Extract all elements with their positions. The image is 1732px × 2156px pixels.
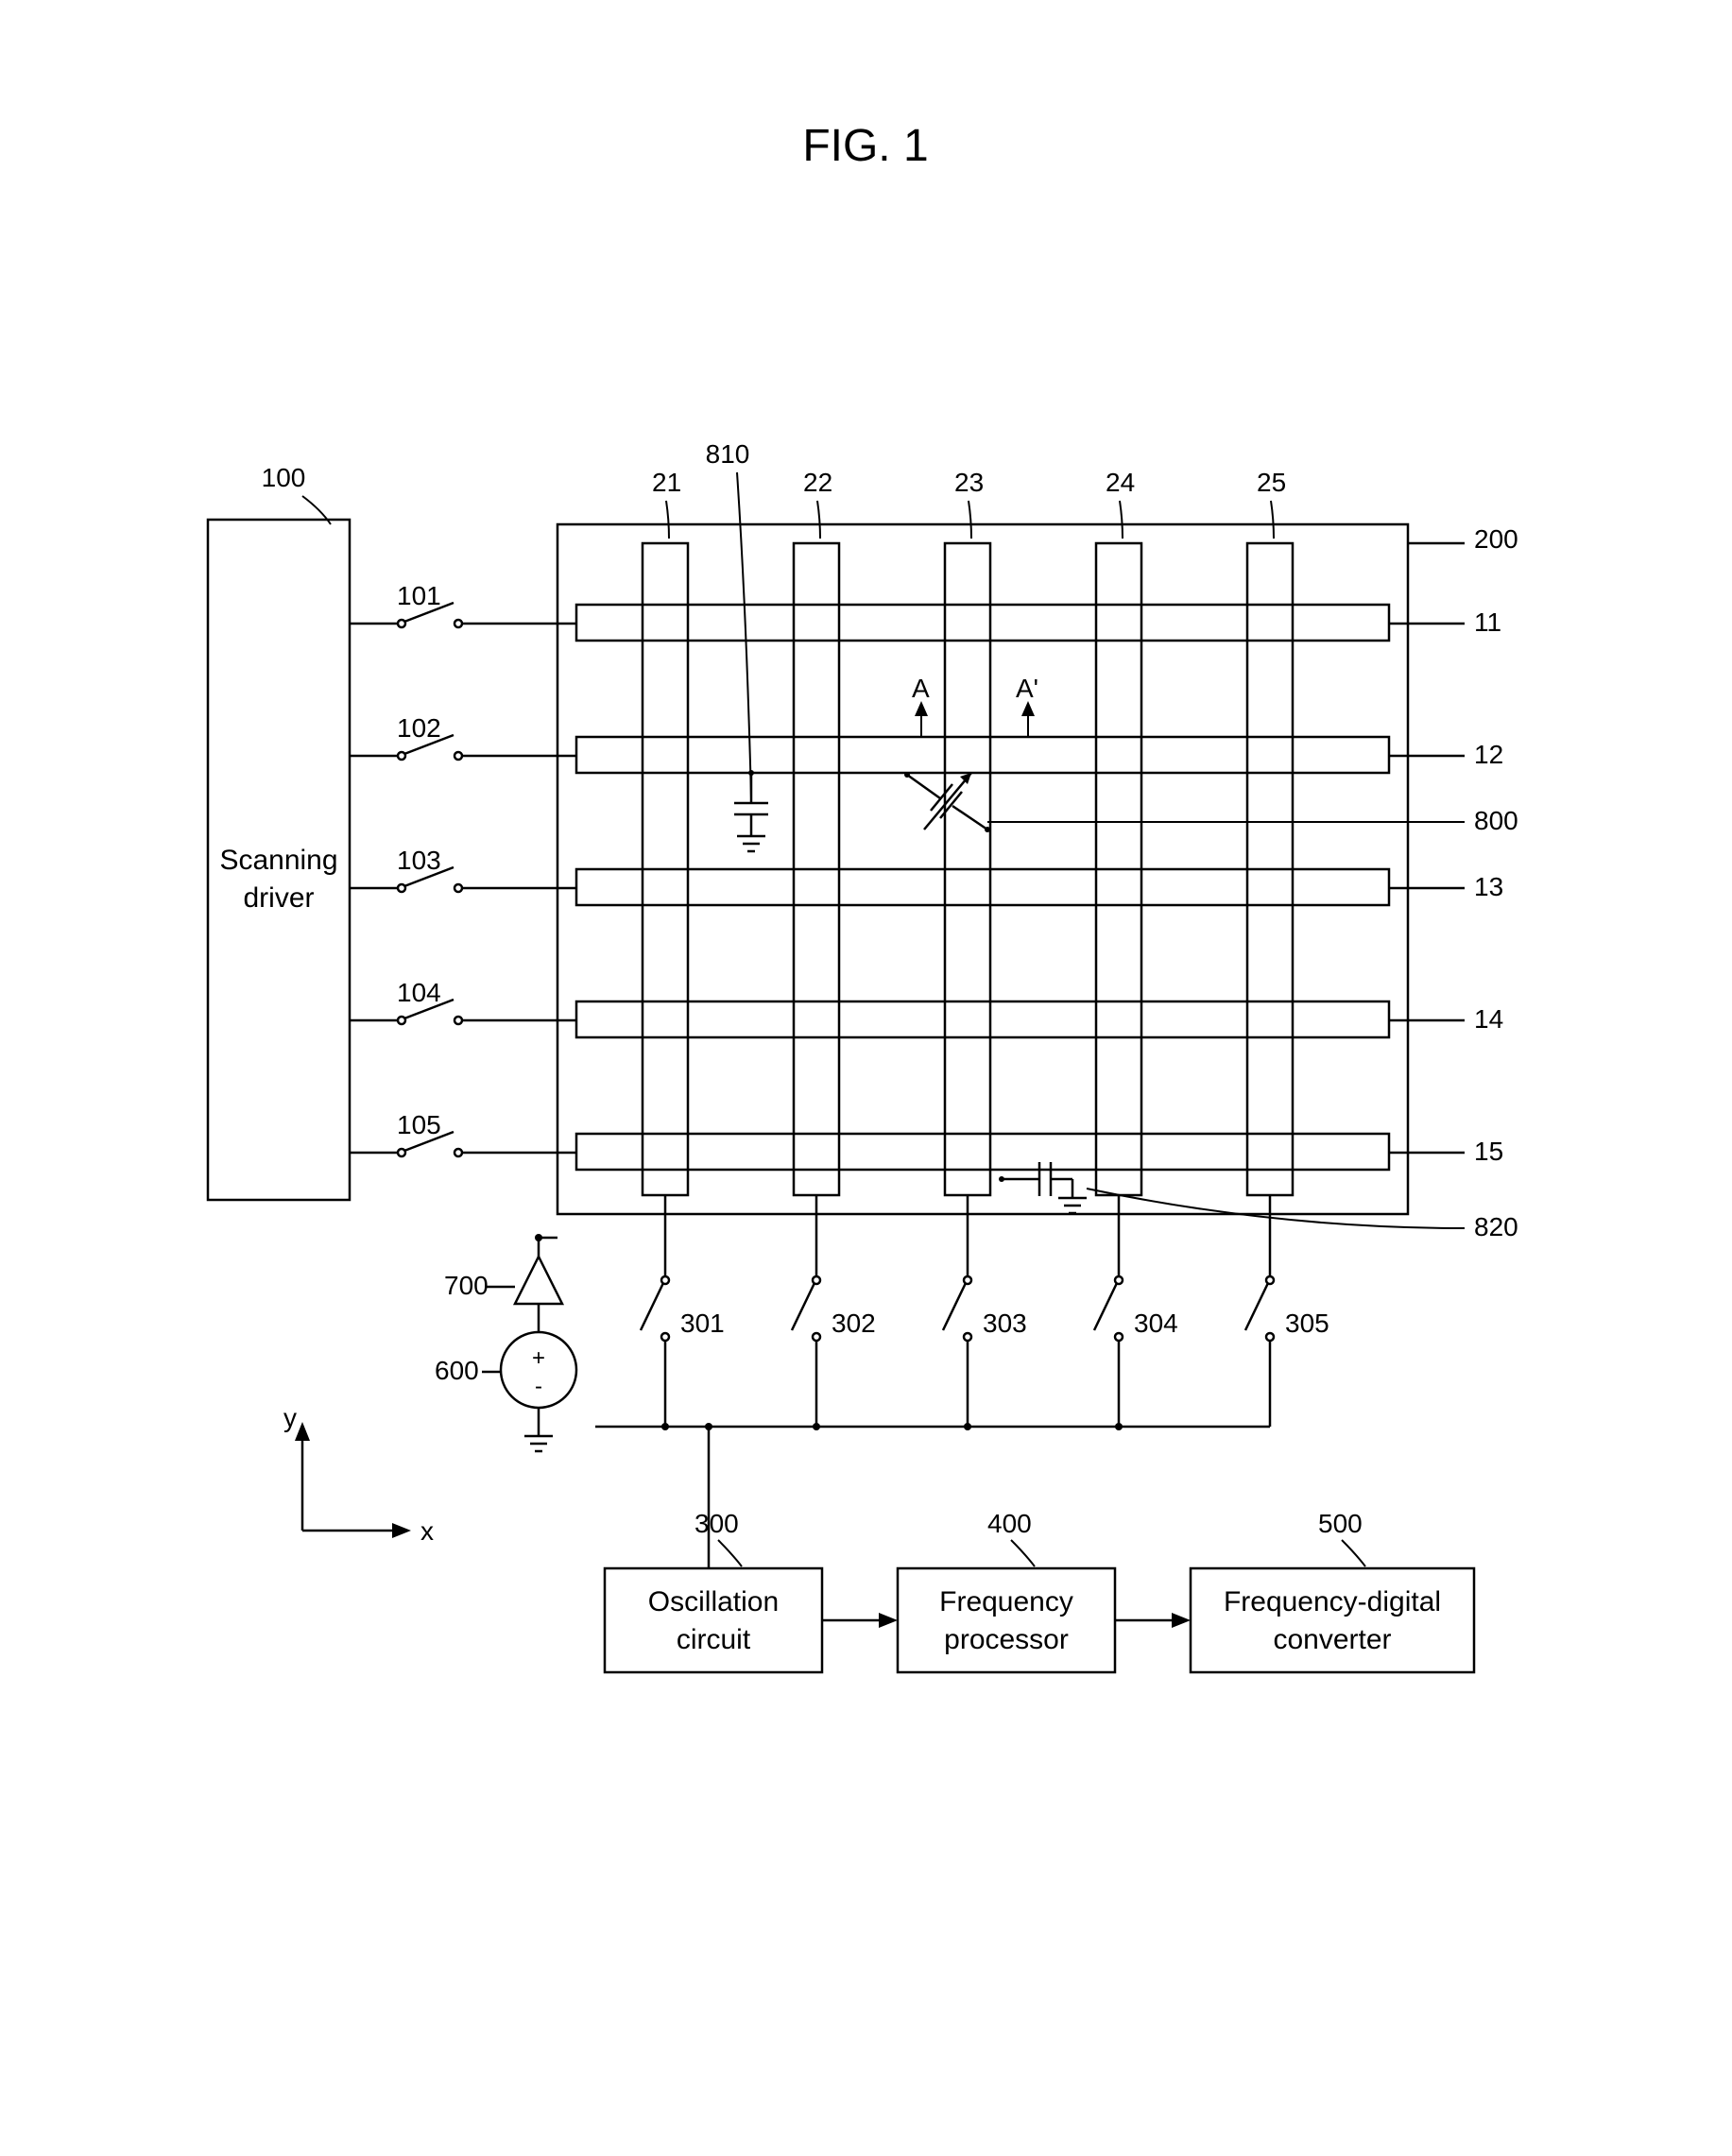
source-minus: - (535, 1374, 542, 1399)
col-switch-label: 303 (983, 1309, 1027, 1338)
col-electrode-label: 25 (1257, 468, 1286, 497)
figure-title: FIG. 1 (802, 121, 928, 171)
row-electrode-label: 11 (1474, 607, 1501, 637)
buffer-ref: 700 (444, 1271, 489, 1300)
col-switches: 301 302 303 304 305 (641, 1195, 1329, 1427)
col-switch-label: 301 (680, 1309, 725, 1338)
cap-self-ref: 820 (1474, 1212, 1518, 1241)
osc-ref: 300 (695, 1509, 739, 1538)
scanning-driver-ref: 100 (262, 463, 306, 492)
diagram-root: FIG. 1 Scanning driver 100 200 11 12 13 … (0, 0, 1732, 2156)
cap-mutual-icon (734, 770, 768, 851)
freqproc-label-1: Frequency (939, 1586, 1073, 1617)
frequency-digital-converter: Frequency-digital converter 500 (1191, 1509, 1474, 1672)
row-switch-label: 103 (397, 846, 441, 875)
row-switch-label: 101 (397, 581, 441, 610)
scanning-driver: Scanning driver 100 (208, 463, 350, 1200)
cap-touch-icon (904, 772, 990, 832)
col-switch-label: 304 (1134, 1309, 1178, 1338)
col-switch-label: 305 (1285, 1309, 1329, 1338)
cap-mutual-ref: 810 (706, 439, 750, 469)
source-ref: 600 (435, 1356, 479, 1385)
row-electrode-label: 12 (1474, 740, 1503, 769)
panel-ref: 200 (1474, 524, 1518, 554)
row-electrode-label: 15 (1474, 1137, 1503, 1166)
row-electrodes: 11 12 13 14 15 (576, 605, 1503, 1170)
col-switch-label: 302 (832, 1309, 876, 1338)
freqproc-ref: 400 (987, 1509, 1032, 1538)
section-marks: A A' (912, 674, 1038, 737)
frequency-processor: Frequency processor 400 (898, 1509, 1115, 1672)
row-electrode-label: 14 (1474, 1004, 1503, 1034)
osc-label-1: Oscillation (648, 1586, 779, 1617)
fdc-ref: 500 (1318, 1509, 1363, 1538)
fdc-label-1: Frequency-digital (1224, 1586, 1441, 1617)
col-electrode-label: 23 (954, 468, 984, 497)
col-electrode-label: 22 (803, 468, 832, 497)
col-electrodes: 21 22 23 24 25 (643, 468, 1293, 1195)
axis-x: x (420, 1516, 434, 1546)
cap-touch-ref: 800 (1474, 806, 1518, 835)
fdc-label-2: converter (1273, 1624, 1391, 1655)
col-electrode-label: 21 (652, 468, 681, 497)
osc-label-2: circuit (677, 1624, 751, 1655)
scanning-driver-label-2: driver (243, 882, 314, 914)
section-a-prime: A' (1016, 674, 1038, 703)
axis-y: y (283, 1403, 297, 1432)
row-switch-label: 102 (397, 713, 441, 743)
freqproc-label-2: processor (944, 1624, 1069, 1655)
source: + - 600 (435, 1332, 576, 1451)
section-a: A (912, 674, 930, 703)
row-switch-label: 104 (397, 978, 441, 1007)
oscillation-circuit: Oscillation circuit 300 (605, 1509, 822, 1672)
row-switches: 101 102 103 104 105 (350, 581, 576, 1156)
buffer: 700 (444, 1234, 562, 1332)
axes: y x (283, 1403, 434, 1546)
scanning-driver-label-1: Scanning (219, 845, 337, 876)
row-electrode-label: 13 (1474, 872, 1503, 901)
source-plus: + (532, 1345, 545, 1371)
col-electrode-label: 24 (1106, 468, 1135, 497)
row-switch-label: 105 (397, 1110, 441, 1139)
